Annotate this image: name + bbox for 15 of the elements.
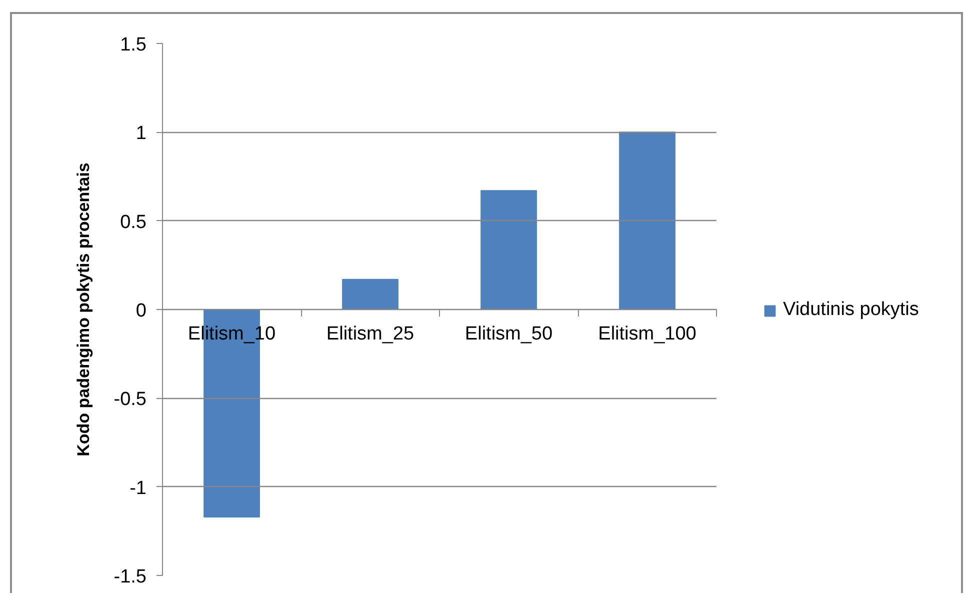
bar (619, 132, 676, 310)
y-tick-label: 0 (136, 300, 147, 322)
y-tick-label: 0.5 (120, 212, 147, 233)
y-tick-label: -1 (130, 478, 147, 499)
x-tick-label: Elitism_50 (464, 324, 553, 344)
x-tick-label: Elitism_100 (598, 324, 696, 344)
y-tick-label: 1.5 (120, 34, 147, 56)
x-tick-label: Elitism_25 (326, 324, 414, 344)
y-tick-label: -0.5 (114, 389, 147, 410)
y-axis-title: Kodo padengimo pokytis procentais (74, 162, 93, 456)
y-tick-label: -1.5 (114, 566, 147, 588)
y-tick-label: 1 (136, 123, 147, 144)
legend-label: Vidutinis pokytis (783, 299, 919, 321)
bar (480, 190, 537, 310)
bar (342, 278, 398, 310)
